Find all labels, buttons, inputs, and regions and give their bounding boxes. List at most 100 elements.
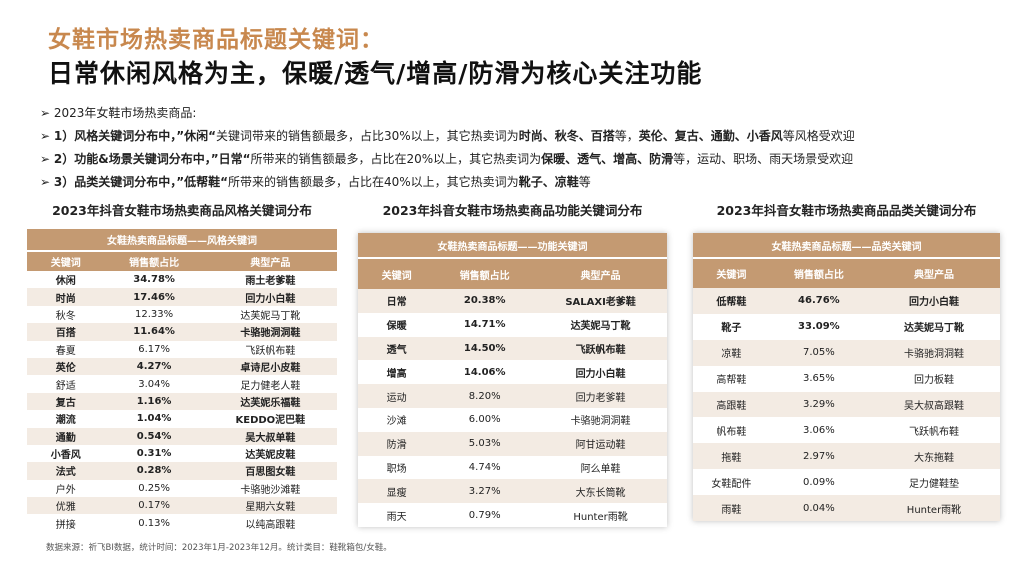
- row: 通勤 0.54% 吴大叔单鞋: [27, 427, 337, 445]
- cell: 防滑: [358, 431, 436, 456]
- table: 女鞋热卖商品标题——品类关键词 关键词 销售额占比 典型产品 低帮鞋 46.76% 回力小白…: [693, 233, 1000, 522]
- bullet-segment: 1）风格关键词分布中，”休闲“: [53, 129, 216, 143]
- cell: 回力老爹鞋: [534, 384, 667, 408]
- cell: 运动: [358, 384, 436, 408]
- row: 优雅 0.17% 星期六女鞋: [27, 497, 337, 515]
- row: 凉鞋 7.05% 卡骆驰洞洞鞋: [693, 339, 1000, 366]
- row: 时尚 17.46% 回力小白鞋: [27, 288, 337, 306]
- cell: 17.46%: [104, 288, 204, 306]
- row: 法式 0.28% 百思图女鞋: [27, 462, 337, 480]
- cell: 大东长筒靴: [534, 479, 667, 504]
- row: 显瘦 3.27% 大东长筒靴: [358, 479, 667, 504]
- cell: 阿甘运动鞋: [534, 431, 667, 456]
- cell: 保暖: [386, 321, 407, 333]
- cell: 雨土老爹鞋: [245, 276, 296, 288]
- table-banner: 女鞋热卖商品标题——品类关键词: [693, 233, 1000, 259]
- cell: 0.25%: [138, 482, 170, 494]
- row: 高跟鞋 3.29% 吴大叔高跟鞋: [693, 391, 1000, 418]
- row: 舒适 3.04% 足力健老人鞋: [27, 375, 337, 392]
- cell: 2.97%: [769, 443, 868, 470]
- row: 小香风 0.31% 达芙妮皮鞋: [27, 445, 337, 462]
- row: 英伦 4.27% 卓诗尼小皮鞋: [27, 357, 337, 376]
- row: 靴子 33.09% 达芙妮马丁靴: [693, 314, 1000, 340]
- cell: 0.79%: [468, 509, 501, 521]
- bullet: 2023年女鞋市场热卖商品:: [40, 102, 855, 125]
- cell: 足力健鞋垫: [908, 478, 959, 490]
- header-cell: 销售额占比: [104, 252, 204, 271]
- cell: 0.28%: [104, 462, 204, 480]
- row: 休闲 34.78% 雨土老爹鞋: [27, 271, 337, 288]
- cell: 显瘦: [358, 479, 436, 504]
- row: 拼接 0.13% 以纯高跟鞋: [27, 514, 337, 531]
- cell: 阿么单鞋: [580, 463, 621, 475]
- bullet-segment: 保暖、透气、增高、防滑: [541, 152, 674, 166]
- cell: 以纯高跟鞋: [245, 519, 296, 531]
- row: 透气 14.50% 飞跃帆布鞋: [358, 336, 667, 361]
- cell: 小香风: [50, 450, 81, 462]
- row: 秋冬 12.33% 达芙妮马丁靴: [27, 306, 337, 323]
- cell: 飞跃帆布鞋: [534, 336, 667, 361]
- cell: 飞跃帆布鞋: [908, 426, 959, 438]
- cell: 3.06%: [802, 424, 835, 436]
- row: 防滑 5.03% 阿甘运动鞋: [358, 431, 667, 456]
- cell: 14.71%: [463, 319, 506, 331]
- header-cell: 关键词: [27, 252, 105, 271]
- cell: 沙滩: [386, 416, 407, 428]
- cell: 舒适: [55, 380, 76, 392]
- cell: 11.64%: [104, 323, 204, 341]
- grid: 关键词 销售额占比 典型产品 休闲 34.78% 雨土老爹鞋 时尚 17.46% 回力小白鞋 秋冬…: [27, 252, 337, 532]
- cell: 卡骆驰沙滩鞋: [240, 484, 301, 496]
- cell: 3.29%: [769, 391, 868, 418]
- cell: 46.76%: [769, 288, 868, 314]
- table: 女鞋热卖商品标题——功能关键词 关键词 销售额占比 典型产品 日常 20.38% SALAX…: [358, 233, 667, 527]
- cell: 回力小白鞋: [867, 288, 1000, 314]
- cell: 增高: [386, 368, 407, 380]
- cell: 日常: [358, 289, 436, 313]
- cell: 复古: [27, 392, 105, 411]
- cell: 回力小白鞋: [203, 288, 337, 306]
- cell: 法式: [27, 462, 105, 480]
- cell: Hunter雨靴: [573, 511, 628, 523]
- cell: 大东拖鞋: [867, 443, 1000, 470]
- header-cell: 关键词: [693, 259, 770, 288]
- bullet-segment: 等，运动、职场、雨天场景受欢迎: [673, 152, 854, 166]
- cell: 0.31%: [136, 448, 172, 460]
- cell: 卡骆驰洞洞鞋: [203, 323, 337, 341]
- cell: 34.78%: [133, 274, 175, 286]
- cell: 时尚: [27, 288, 105, 306]
- row: 日常 20.38% SALAXI老爹鞋: [358, 289, 667, 313]
- row: 帆布鞋 3.06% 飞跃帆布鞋: [693, 417, 1000, 443]
- row: 拖鞋 2.97% 大东拖鞋: [693, 443, 1000, 470]
- cell: 拖鞋: [693, 443, 770, 470]
- cell: 4.27%: [104, 357, 204, 376]
- bullet-segment: 靴子、凉鞋: [518, 175, 579, 189]
- bullet-segment: 2023年女鞋市场热卖商品:: [53, 106, 197, 120]
- cell: 1.04%: [136, 413, 172, 425]
- cell: 3.65%: [802, 373, 835, 385]
- footer: 数据来源：祈飞BI数据，统计时间：2023年1月-2023年12月。统计类目：鞋…: [46, 543, 392, 553]
- bullet: 1）风格关键词分布中，”休闲“关键词带来的销售额最多，占比30%以上，其它热卖词…: [40, 125, 855, 148]
- cell: 雨天: [386, 511, 407, 523]
- row: 百搭 11.64% 卡骆驰洞洞鞋: [27, 323, 337, 341]
- header-cell: 典型产品: [867, 259, 1000, 288]
- cell: 5.03%: [435, 431, 535, 456]
- cell: 6.00%: [468, 414, 501, 426]
- cell: 1.16%: [104, 392, 204, 411]
- bullet-segment: 等: [578, 175, 591, 189]
- cell: 百思图女鞋: [203, 462, 337, 480]
- row: 沙滩 6.00% 卡骆驰洞洞鞋: [358, 408, 667, 432]
- bullet: 3）品类关键词分布中，”低帮鞋“所带来的销售额最多，占比在40%以上，其它热卖词…: [40, 171, 855, 194]
- cell: 百搭: [27, 323, 105, 341]
- cell: 33.09%: [798, 321, 840, 333]
- cell: 回力板鞋: [913, 375, 954, 387]
- bullet-segment: 所带来的销售额最多，占比在40%以上，其它热卖词为: [228, 175, 519, 189]
- cell: 雨鞋: [693, 495, 770, 522]
- bullet-segment: 关键词带来的销售额最多，占比30%以上，其它热卖词为: [216, 129, 519, 143]
- cell: 达芙妮乐福鞋: [203, 392, 337, 411]
- cell: 高跟鞋: [693, 391, 770, 418]
- cell: KEDDO泥巴鞋: [235, 415, 306, 427]
- cell: 凉鞋: [693, 339, 770, 366]
- cell: 卓诗尼小皮鞋: [203, 357, 337, 376]
- cell: 春夏: [55, 345, 76, 357]
